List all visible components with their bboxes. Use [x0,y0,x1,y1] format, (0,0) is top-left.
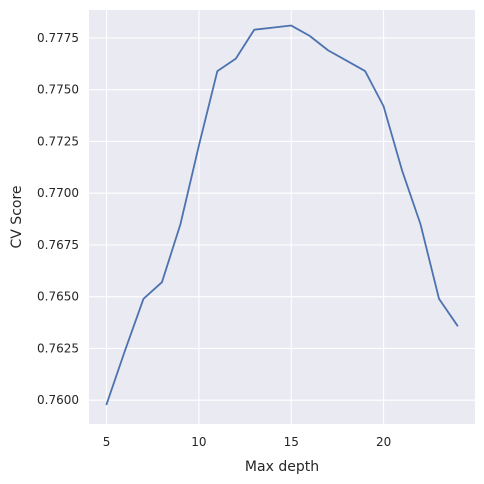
y-tick-labels: 0.7600 0.7625 0.7650 0.7675 0.7700 0.7725 0.77… [37,31,79,407]
y-tick-label: 0.7775 [37,31,79,45]
x-tick-label: 5 [103,435,111,449]
series-line [105,24,459,406]
y-tick-label: 0.7700 [37,186,79,200]
x-tick-labels: 5 10 15 20 [103,435,391,449]
y-gridlines [89,37,475,401]
x-tick-label: 20 [376,435,391,449]
y-tick-label: 0.7725 [37,134,79,148]
x-axis-label: Max depth [245,459,319,475]
y-tick-label: 0.7625 [37,341,79,355]
x-tick-label: 15 [284,435,299,449]
y-tick-label: 0.7600 [37,393,79,407]
x-gridlines [105,10,385,424]
plot-area [89,10,475,424]
x-tick-label: 10 [191,435,206,449]
series-layer [105,24,459,406]
y-tick-label: 0.7650 [37,290,79,304]
y-tick-label: 0.7750 [37,83,79,97]
y-axis-label: CV Score [9,185,25,248]
y-tick-label: 0.7675 [37,238,79,252]
